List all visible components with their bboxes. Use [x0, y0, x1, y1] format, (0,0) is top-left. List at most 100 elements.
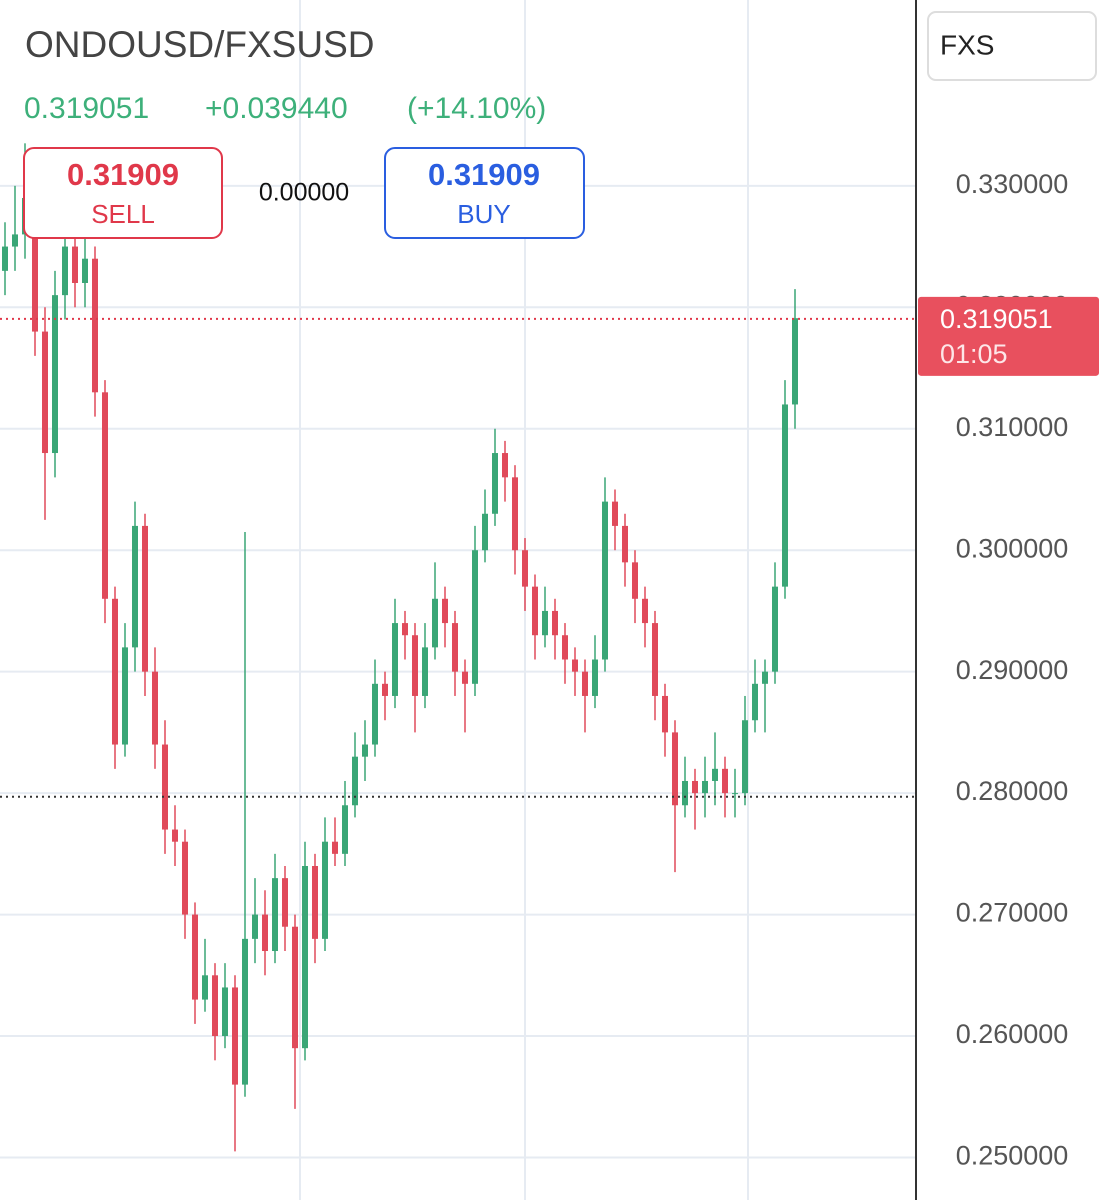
candle-body: [422, 647, 428, 696]
candle-body: [752, 683, 758, 721]
buy-price[interactable]: 0.31909: [428, 157, 540, 192]
candle-body: [182, 841, 188, 915]
overlay: ONDOUSD/FXSUSD 0.319051 +0.039440 (+14.1…: [23, 11, 1097, 239]
candle-body: [452, 623, 458, 672]
candle-body: [602, 501, 608, 660]
candle-body: [102, 392, 108, 599]
sell-label[interactable]: SELL: [91, 199, 155, 229]
candle-body: [152, 671, 158, 745]
candle-body: [352, 756, 358, 806]
candle-body: [722, 768, 728, 794]
candle-body: [52, 295, 58, 454]
price-change-pct: (+14.10%): [407, 92, 546, 125]
candle-body: [732, 793, 738, 795]
candle-body: [642, 598, 648, 624]
candle-body: [92, 258, 98, 393]
price-change: +0.039440: [205, 92, 348, 125]
candle-body: [692, 780, 698, 794]
candle-body: [172, 829, 178, 842]
y-tick-label: 0.300000: [956, 533, 1069, 563]
buy-label[interactable]: BUY: [457, 199, 510, 229]
last-price: 0.319051: [24, 92, 149, 125]
candle-body: [142, 525, 148, 672]
candle-body: [332, 841, 338, 854]
candle-body: [482, 513, 488, 551]
candle-body: [192, 914, 198, 1000]
candle-body: [622, 525, 628, 563]
candle-body: [222, 987, 228, 1037]
candle-body: [2, 246, 8, 271]
y-axis: 0.250000 0.260000 0.270000 0.280000 0.290000…: [915, 0, 1099, 1200]
candle-body: [372, 683, 378, 745]
candle-body: [12, 234, 18, 247]
candle-body: [572, 659, 578, 672]
sell-button[interactable]: 0.31909 SELL: [23, 147, 223, 239]
candle-body: [392, 623, 398, 696]
candle-body: [42, 331, 48, 454]
candle-body: [362, 744, 368, 757]
sell-price[interactable]: 0.31909: [67, 157, 179, 192]
candle-body: [592, 659, 598, 696]
y-tick-label: 0.330000: [956, 169, 1069, 199]
candle-body: [162, 744, 168, 830]
candle-body: [532, 586, 538, 636]
candle-body: [322, 841, 328, 939]
candle-body: [492, 453, 498, 514]
candle-body: [522, 550, 528, 587]
candle-body: [112, 598, 118, 745]
price-tag-label: 0.319051: [940, 304, 1053, 334]
buy-button[interactable]: 0.31909 BUY: [384, 147, 585, 239]
y-tick-label: 0.290000: [956, 655, 1069, 685]
candle-body: [612, 501, 618, 526]
candle-body: [262, 914, 268, 952]
candle-body: [312, 865, 318, 939]
candle-body: [382, 683, 388, 696]
candle-body: [292, 926, 298, 1049]
candle-body: [62, 246, 68, 296]
candle-body: [252, 914, 258, 939]
candle-body: [122, 647, 128, 745]
candle-body: [562, 635, 568, 660]
buy-box[interactable]: [384, 147, 585, 239]
candle-body: [432, 598, 438, 648]
symbol-selector[interactable]: FXS: [927, 11, 1097, 81]
symbol-box-label[interactable]: FXS: [940, 29, 994, 60]
candle-body: [582, 671, 588, 696]
candle-body: [212, 975, 218, 1037]
countdown: 01:05: [940, 339, 1008, 369]
y-tick-label: 0.310000: [956, 412, 1069, 442]
candle-body: [762, 671, 768, 684]
sell-box[interactable]: [23, 147, 223, 239]
candle-body: [412, 635, 418, 696]
candle-body: [772, 586, 778, 672]
candle-body: [712, 768, 718, 781]
y-tick-label: 0.260000: [956, 1019, 1069, 1049]
plot: [0, 143, 916, 1152]
candle-body: [82, 258, 88, 283]
candle-body: [242, 938, 248, 1085]
price-tag: [918, 296, 1099, 376]
candle-body: [342, 805, 348, 854]
candle-body: [282, 878, 288, 927]
candle-body: [302, 865, 308, 1049]
candle-body: [552, 610, 558, 636]
y-tick-label: 0.280000: [956, 776, 1069, 806]
candle-body: [402, 623, 408, 636]
candle-body: [702, 780, 708, 794]
candle-body: [632, 562, 638, 599]
candle-body: [662, 695, 668, 733]
candle-body: [232, 987, 238, 1085]
candle-body: [742, 720, 748, 794]
spread: 0.00000: [259, 179, 349, 207]
y-tick-label: 0.250000: [956, 1141, 1069, 1171]
candle-body: [132, 525, 138, 648]
symbol-title: ONDOUSD/FXSUSD: [25, 24, 374, 65]
symbol-box[interactable]: [927, 11, 1097, 81]
candle-body: [442, 598, 448, 624]
candle-body: [462, 671, 468, 684]
candle-body: [512, 477, 518, 551]
candle-body: [272, 878, 278, 952]
candle-body: [202, 975, 208, 1000]
